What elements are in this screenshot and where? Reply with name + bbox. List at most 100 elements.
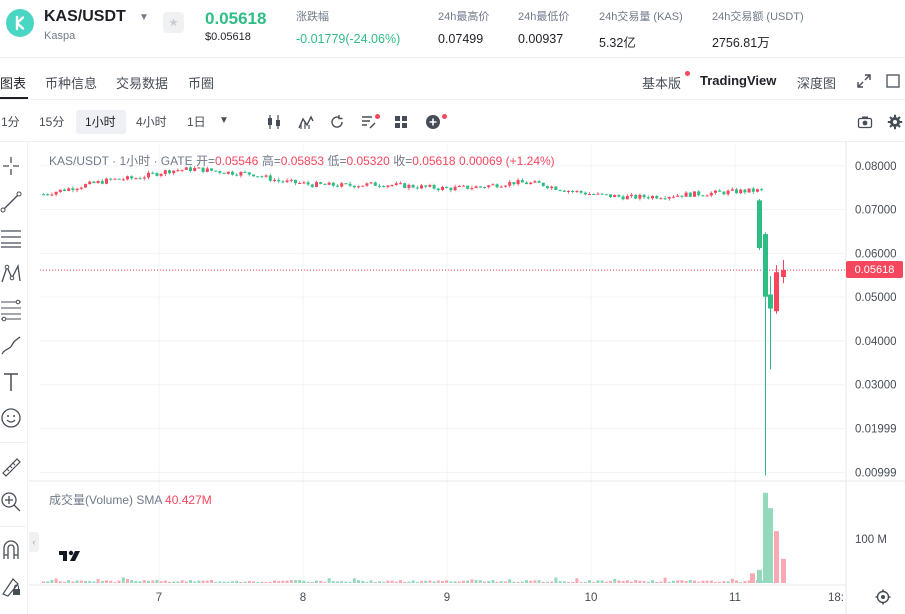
volume-bar <box>588 580 591 583</box>
timeframe-15m[interactable]: 15分 <box>39 115 65 129</box>
expand-icon[interactable] <box>857 74 871 88</box>
candle-body <box>151 172 155 174</box>
candle-body <box>239 171 243 176</box>
candle-body <box>348 183 352 186</box>
emoji-icon[interactable] <box>0 406 22 430</box>
candle-body <box>84 184 87 188</box>
timeframe-1m[interactable]: 1分 <box>1 115 20 129</box>
stat-24h-turnover: 24h交易额 (USDT) 2756.81万 <box>712 8 804 51</box>
volume-bar <box>176 581 180 583</box>
candle-body <box>231 171 234 175</box>
candle-body <box>411 184 415 188</box>
volume-bar <box>470 579 474 583</box>
candle-body <box>155 173 159 176</box>
candle-body <box>197 167 201 169</box>
volume-bar <box>373 582 377 583</box>
favorite-star-icon[interactable]: ★ <box>163 12 184 33</box>
candle-body <box>344 183 348 185</box>
volume-bar <box>432 581 436 583</box>
volume-bar <box>289 580 293 583</box>
zoom-in-icon[interactable] <box>0 490 22 514</box>
candle-body <box>604 194 608 196</box>
candle-body <box>583 192 587 195</box>
candle-body <box>562 190 566 192</box>
volume-bar <box>709 580 713 583</box>
candle-body <box>575 190 579 192</box>
timeframe-1h[interactable]: 1小时 <box>85 115 116 129</box>
volume-bar <box>697 581 701 583</box>
candle-body <box>726 190 730 195</box>
stat-label: 24h交易额 (USDT) <box>712 11 804 23</box>
refresh-icon[interactable] <box>329 114 345 130</box>
trend-line-icon[interactable] <box>0 190 22 214</box>
stat-value: -0.01779(-24.06%) <box>296 32 401 46</box>
candle-body <box>567 190 570 192</box>
view-basic[interactable]: 基本版 <box>642 76 682 91</box>
volume-bar <box>462 580 465 583</box>
timeframe-dropdown-icon[interactable]: ▼ <box>219 115 229 126</box>
view-depth[interactable]: 深度图 <box>797 76 837 91</box>
volume-bar <box>231 581 234 583</box>
candle-body <box>634 194 638 199</box>
candle-body <box>126 176 129 180</box>
candle-body <box>147 172 150 178</box>
volume-bar <box>739 582 743 583</box>
fullscreen-icon[interactable] <box>885 73 901 89</box>
volume-bar <box>369 580 373 583</box>
magnet-icon[interactable] <box>0 538 22 562</box>
crosshair-icon[interactable] <box>0 154 22 178</box>
collapse-toolbar-icon[interactable]: ‹ <box>29 532 39 552</box>
candle-body <box>781 269 786 277</box>
stat-value: 2756.81万 <box>712 36 770 50</box>
template-icon[interactable] <box>361 114 377 130</box>
candle-body <box>491 184 495 186</box>
layout-grid-icon[interactable] <box>393 114 409 130</box>
candle-body <box>96 180 100 184</box>
volume-bar <box>415 581 419 583</box>
candle-body <box>774 272 779 312</box>
volume-bar <box>239 581 243 583</box>
camera-icon[interactable] <box>857 114 873 130</box>
timeframe-4h[interactable]: 4小时 <box>136 115 167 129</box>
candle-body <box>751 188 755 192</box>
candle-style-icon[interactable] <box>266 114 282 130</box>
tab-coin-info[interactable]: 币种信息 <box>45 76 98 91</box>
candle-body <box>533 181 537 183</box>
pair-dropdown-icon[interactable]: ▼ <box>139 12 149 23</box>
volume-bar <box>676 580 680 583</box>
add-indicator-icon[interactable] <box>425 114 441 130</box>
fib-retracement-icon[interactable] <box>0 298 22 322</box>
lock-drawing-icon[interactable] <box>0 574 22 598</box>
brush-icon[interactable] <box>0 334 22 358</box>
axis-settings-icon[interactable] <box>874 588 892 606</box>
tab-coin-circle[interactable]: 币圈 <box>188 76 215 91</box>
timeframe-1d[interactable]: 1日 <box>187 115 206 129</box>
pattern-tool-icon[interactable] <box>0 262 22 286</box>
volume-bar <box>151 580 155 583</box>
volume-bar <box>596 580 600 583</box>
horizontal-lines-icon[interactable] <box>0 226 22 250</box>
tab-trading-data[interactable]: 交易数据 <box>116 76 169 91</box>
price-axis[interactable]: 0.08000 0.07000 0.06000 0.05000 0.04000 0.030… <box>855 161 897 546</box>
legend-title: KAS/USDT · 1小时 · GATE <box>49 154 193 168</box>
candle-body <box>373 182 377 186</box>
volume-bar <box>168 581 171 583</box>
indicators-icon[interactable] <box>298 114 314 130</box>
settings-gear-icon[interactable] <box>887 114 903 130</box>
candle-body <box>75 188 79 191</box>
volume-bar <box>625 580 629 583</box>
candle-body <box>79 187 83 189</box>
text-tool-icon[interactable] <box>0 370 22 394</box>
view-tradingview[interactable]: TradingView <box>700 73 777 88</box>
candle-body <box>117 178 121 180</box>
tab-chart[interactable]: 图表 <box>0 76 27 91</box>
volume-bar <box>134 580 138 583</box>
candle-body <box>747 188 751 193</box>
volume-bar <box>100 580 104 583</box>
ruler-icon[interactable] <box>0 454 22 478</box>
candle-body <box>432 185 436 189</box>
pair-name[interactable]: KAS/USDT <box>44 8 126 25</box>
time-axis[interactable]: 7 8 9 10 11 18: <box>156 592 844 604</box>
volume-bar <box>436 580 440 583</box>
price-chart[interactable]: 0.08000 0.07000 0.06000 0.05000 0.04000 0.030… <box>0 142 905 614</box>
